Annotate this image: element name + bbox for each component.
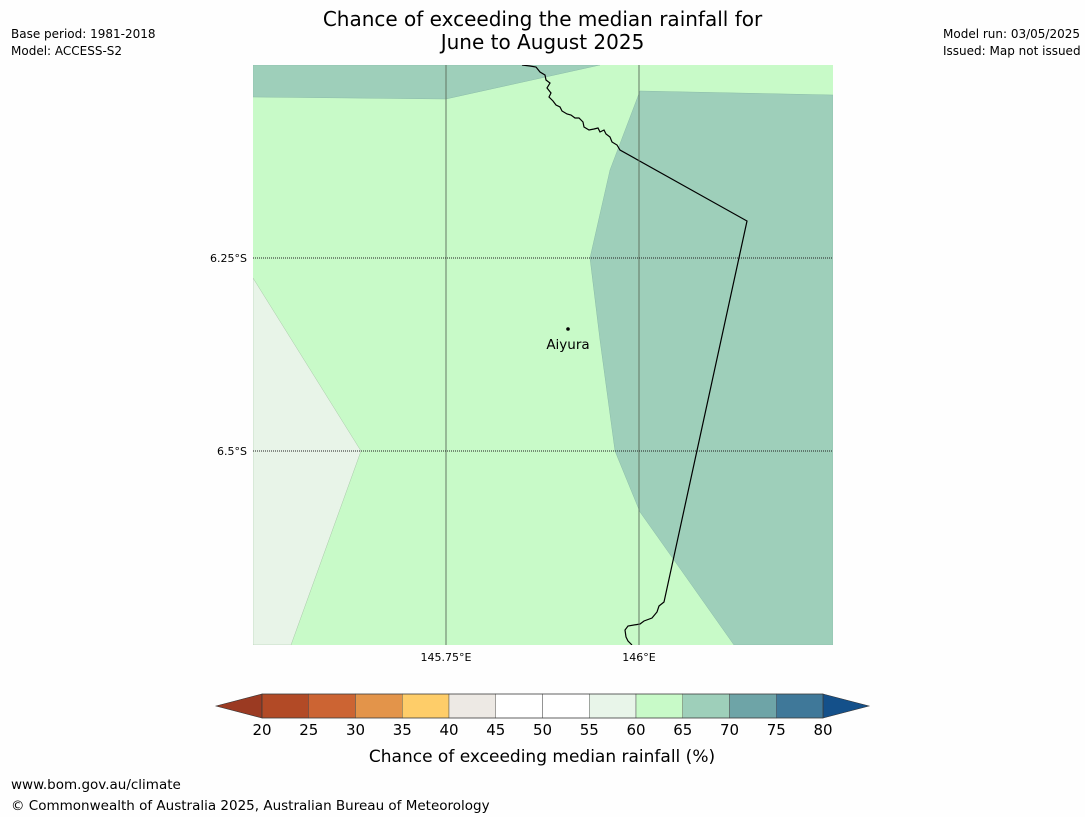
colorbar-cell — [542, 693, 590, 719]
footer: www.bom.gov.au/climate © Commonwealth of… — [11, 775, 490, 817]
colorbar-cell — [495, 693, 543, 719]
colorbar-tick-label: 70 — [720, 721, 739, 739]
coastline — [521, 65, 748, 645]
colorbar-tick-label: 80 — [813, 721, 832, 739]
title-line-1: Chance of exceeding the median rainfall … — [322, 7, 763, 31]
colorbar-high-extend — [822, 693, 871, 719]
colorbar-tick-label: 20 — [252, 721, 271, 739]
lon-label-146: 146°E — [622, 651, 655, 664]
colorbar-cell — [308, 693, 356, 719]
colorbar-low-extend — [214, 693, 263, 719]
region-65-70-east — [589, 90, 833, 645]
town-marker — [566, 327, 570, 331]
colorbar-label: Chance of exceeding median rainfall (%) — [369, 747, 715, 767]
colorbar-tick-label: 65 — [673, 721, 692, 739]
title-line-2: June to August 2025 — [440, 30, 645, 54]
colorbar-cell — [729, 693, 777, 719]
colorbar-tick-label: 30 — [346, 721, 365, 739]
colorbar-tick-label: 25 — [299, 721, 318, 739]
footer-copyright: © Commonwealth of Australia 2025, Austra… — [11, 798, 490, 814]
colorbar-cells — [261, 693, 824, 719]
lat-label-6-5: 6.5°S — [217, 445, 247, 458]
lon-label-145-75: 145.75°E — [421, 651, 472, 664]
map-canvas — [253, 65, 833, 645]
colorbar-cell — [776, 693, 824, 719]
colorbar-cell — [448, 693, 496, 719]
colorbar-tick-label: 60 — [626, 721, 645, 739]
model-text: Model: ACCESS-S2 — [11, 44, 123, 58]
colorbar-tick-label: 55 — [580, 721, 599, 739]
colorbar-tick-label: 45 — [486, 721, 505, 739]
lat-label-6-25: 6.25°S — [210, 252, 247, 265]
colorbar-cell — [261, 693, 309, 719]
model-run-text: Model run: 03/05/2025 — [943, 27, 1081, 41]
colorbar-tick-label: 50 — [533, 721, 552, 739]
colorbar: 20 25 30 35 40 45 50 55 60 65 70 75 80 — [214, 693, 871, 739]
colorbar-cell — [635, 693, 683, 719]
colorbar-cell — [355, 693, 403, 719]
colorbar-ticks: 20 25 30 35 40 45 50 55 60 65 70 75 80 — [252, 721, 832, 739]
map-title: Chance of exceeding the median rainfall … — [0, 8, 1085, 54]
base-period-text: Base period: 1981-2018 — [11, 27, 156, 41]
town-label-aiyura: Aiyura — [546, 337, 589, 353]
colorbar-tick-label: 40 — [439, 721, 458, 739]
footer-url: www.bom.gov.au/climate — [11, 777, 181, 793]
colorbar-cell — [402, 693, 450, 719]
colorbar-cell — [589, 693, 637, 719]
region-55-60-west — [253, 277, 362, 645]
colorbar-tick-label: 35 — [393, 721, 412, 739]
colorbar-cell — [682, 693, 730, 719]
meta-right: Model run: 03/05/2025 Issued: Map not is… — [943, 26, 1081, 60]
colorbar-outline — [261, 693, 824, 719]
meta-left: Base period: 1981-2018 Model: ACCESS-S2 — [11, 26, 156, 60]
issued-text: Issued: Map not issued — [943, 44, 1081, 58]
colorbar-tick-label: 75 — [767, 721, 786, 739]
